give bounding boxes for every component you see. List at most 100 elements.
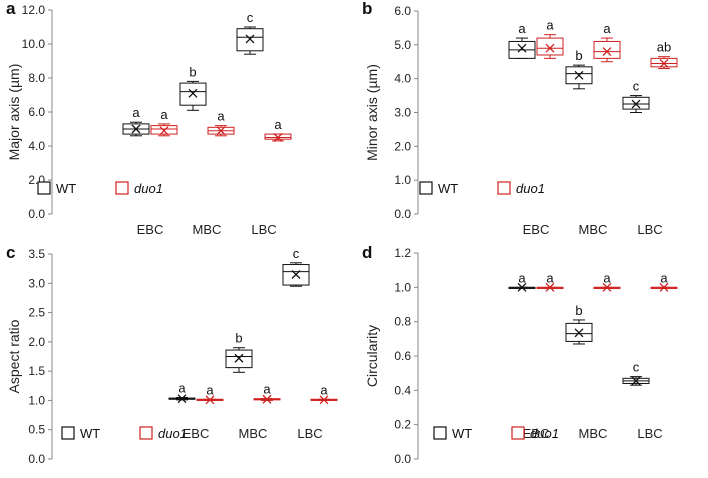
y-tick-label-c: 3.0	[28, 276, 45, 290]
significance-label-d-duo1-ebc: a	[546, 270, 554, 285]
category-label-a-ebc: EBC	[137, 222, 164, 237]
y-tick-label-d: 0.4	[394, 383, 411, 397]
significance-label-c-duo1-mbc: a	[263, 382, 271, 397]
significance-label-c-duo1-ebc: a	[206, 382, 214, 397]
y-axis-label-b: Minor axis (µm)	[364, 64, 380, 161]
legend-label-duo1-c: duo1	[158, 426, 187, 441]
y-tick-label-d: 0.2	[394, 418, 411, 432]
significance-label-a-duo1-lbc: a	[274, 117, 282, 132]
mean-marker-c-wt-ebc	[177, 394, 187, 404]
y-tick-label-d: 0.6	[394, 349, 411, 363]
legend-label-duo1-a: duo1	[134, 181, 163, 196]
legend-label-wt-b: WT	[438, 181, 458, 196]
significance-label-a-wt-ebc: a	[132, 105, 140, 120]
legend-label-wt-c: WT	[80, 426, 100, 441]
mean-marker-b-wt-ebc	[517, 43, 527, 53]
y-tick-label-c: 1.5	[28, 364, 45, 378]
panel-label-d: d	[362, 243, 372, 262]
legend-label-duo1-d: duo1	[530, 426, 559, 441]
legend-swatch-duo1-a	[115, 181, 129, 195]
significance-label-d-wt-lbc: c	[633, 360, 640, 375]
y-tick-label-c: 1.0	[28, 393, 45, 407]
y-tick-label-a: 0.0	[28, 207, 45, 221]
y-tick-label-a: 8.0	[28, 71, 45, 85]
mean-marker-d-wt-mbc	[574, 328, 584, 338]
mean-marker-b-duo1-ebc	[545, 43, 555, 53]
y-tick-label-c: 0.0	[28, 452, 45, 466]
y-tick-label-a: 4.0	[28, 139, 45, 153]
mean-marker-d-wt-ebc	[517, 282, 527, 292]
significance-label-d-duo1-mbc: a	[603, 270, 611, 285]
y-tick-label-d: 0.0	[394, 452, 411, 466]
mean-marker-a-wt-lbc	[245, 34, 255, 44]
y-tick-label-c: 0.5	[28, 423, 45, 437]
significance-label-d-duo1-lbc: a	[660, 270, 668, 285]
category-label-c-lbc: LBC	[297, 426, 322, 441]
y-tick-label-c: 2.0	[28, 335, 45, 349]
y-axis-label-d: Circularity	[364, 325, 380, 387]
significance-label-b-duo1-lbc: ab	[657, 40, 671, 55]
y-tick-label-b: 6.0	[394, 4, 411, 18]
category-label-b-mbc: MBC	[579, 222, 608, 237]
legend-swatch-duo1-d	[511, 426, 525, 440]
category-label-d-lbc: LBC	[637, 426, 662, 441]
legend-swatch-wt-b	[419, 181, 433, 195]
category-label-d-mbc: MBC	[579, 426, 608, 441]
legend-swatch-duo1-b	[497, 181, 511, 195]
category-label-d-ebc: EBC	[523, 426, 550, 441]
category-label-c-mbc: MBC	[239, 426, 268, 441]
mean-marker-c-wt-mbc	[234, 353, 244, 363]
category-label-a-mbc: MBC	[193, 222, 222, 237]
significance-label-a-duo1-ebc: a	[160, 107, 168, 122]
y-tick-label-d: 0.8	[394, 315, 411, 329]
legend-label-wt-d: WT	[452, 426, 472, 441]
category-label-a-lbc: LBC	[251, 222, 276, 237]
mean-marker-a-wt-ebc	[131, 124, 141, 134]
mean-marker-d-duo1-mbc	[602, 282, 612, 292]
y-tick-label-a: 6.0	[28, 105, 45, 119]
mean-marker-c-duo1-mbc	[262, 394, 272, 404]
significance-label-b-wt-lbc: c	[633, 79, 640, 94]
y-tick-label-b: 5.0	[394, 38, 411, 52]
significance-label-c-wt-lbc: c	[293, 246, 300, 261]
legend-label-wt-a: WT	[56, 181, 76, 196]
mean-marker-d-wt-lbc	[631, 376, 641, 386]
significance-label-c-wt-ebc: a	[178, 381, 186, 396]
legend-swatch-wt-d	[433, 426, 447, 440]
mean-marker-a-wt-mbc	[188, 88, 198, 98]
legend-swatch-wt-c	[61, 426, 75, 440]
significance-label-b-duo1-mbc: a	[603, 21, 611, 36]
significance-label-a-wt-mbc: b	[189, 64, 196, 79]
category-label-b-ebc: EBC	[523, 222, 550, 237]
y-tick-label-d: 1.0	[394, 280, 411, 294]
box-b-duo1-ebc	[536, 37, 564, 56]
panel-label-a: a	[6, 0, 16, 18]
significance-label-d-wt-ebc: a	[518, 270, 526, 285]
mean-marker-c-duo1-lbc	[319, 395, 329, 405]
significance-label-c-duo1-lbc: a	[320, 382, 328, 397]
y-tick-label-a: 10.0	[22, 37, 46, 51]
panel-label-b: b	[362, 0, 372, 18]
y-tick-label-a: 12.0	[22, 3, 46, 17]
significance-label-a-wt-lbc: c	[247, 10, 254, 25]
panel-label-c: c	[6, 243, 15, 262]
mean-marker-b-wt-lbc	[631, 99, 641, 109]
legend-swatch-wt-a	[37, 181, 51, 195]
mean-marker-a-duo1-mbc	[216, 126, 226, 136]
y-tick-label-c: 3.5	[28, 247, 45, 261]
significance-label-d-wt-mbc: b	[575, 303, 582, 318]
mean-marker-a-duo1-ebc	[159, 126, 169, 136]
significance-label-a-duo1-mbc: a	[217, 109, 225, 124]
mean-marker-b-wt-mbc	[574, 70, 584, 80]
mean-marker-d-duo1-lbc	[659, 282, 669, 292]
box-b-duo1-mbc	[593, 40, 621, 59]
legend-label-duo1-b: duo1	[516, 181, 545, 196]
category-label-c-ebc: EBC	[183, 426, 210, 441]
y-axis-label-a: Major axis (µm)	[6, 64, 22, 161]
significance-label-b-wt-ebc: a	[518, 21, 526, 36]
significance-label-b-duo1-ebc: a	[546, 18, 554, 33]
mean-marker-d-duo1-ebc	[545, 282, 555, 292]
mean-marker-b-duo1-lbc	[659, 58, 669, 68]
mean-marker-c-wt-lbc	[291, 270, 301, 279]
